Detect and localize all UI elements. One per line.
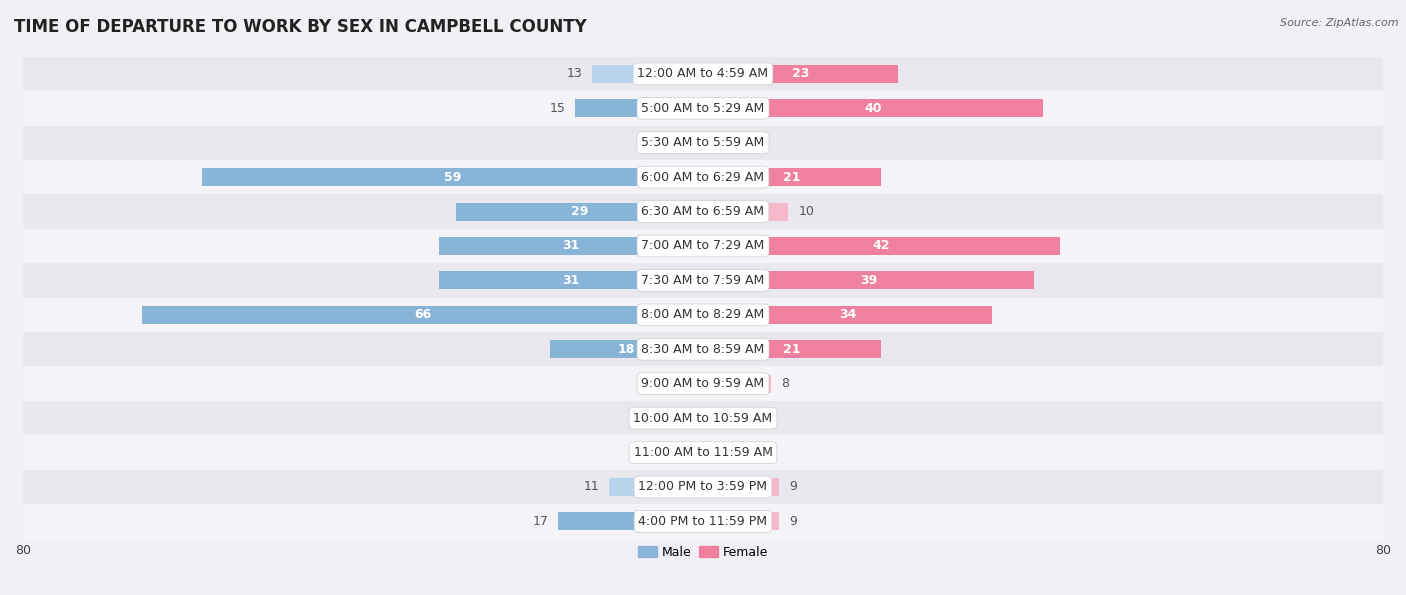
Text: Source: ZipAtlas.com: Source: ZipAtlas.com bbox=[1281, 18, 1399, 28]
Text: 7:30 AM to 7:59 AM: 7:30 AM to 7:59 AM bbox=[641, 274, 765, 287]
Bar bbox=[703, 168, 882, 186]
Bar bbox=[550, 340, 703, 358]
Bar bbox=[22, 332, 1384, 367]
Bar bbox=[22, 263, 1384, 298]
Text: 9: 9 bbox=[790, 481, 797, 493]
Bar bbox=[575, 99, 703, 117]
Text: 10: 10 bbox=[799, 205, 814, 218]
Text: 21: 21 bbox=[783, 343, 801, 356]
Text: 6:00 AM to 6:29 AM: 6:00 AM to 6:29 AM bbox=[641, 171, 765, 184]
Bar bbox=[558, 512, 703, 530]
Bar bbox=[609, 478, 703, 496]
Bar bbox=[669, 375, 703, 393]
Text: 66: 66 bbox=[413, 308, 432, 321]
Bar bbox=[703, 203, 787, 221]
Bar bbox=[440, 271, 703, 289]
Bar bbox=[440, 237, 703, 255]
Text: 15: 15 bbox=[550, 102, 565, 115]
Text: 1: 1 bbox=[721, 446, 730, 459]
Bar bbox=[201, 168, 703, 186]
Text: 11: 11 bbox=[583, 481, 599, 493]
Bar bbox=[703, 134, 737, 152]
Bar bbox=[22, 229, 1384, 263]
Text: 18: 18 bbox=[617, 343, 636, 356]
Legend: Male, Female: Male, Female bbox=[633, 541, 773, 563]
Text: 8:00 AM to 8:29 AM: 8:00 AM to 8:29 AM bbox=[641, 308, 765, 321]
Bar bbox=[669, 409, 703, 427]
Text: 4: 4 bbox=[747, 136, 755, 149]
Bar bbox=[22, 57, 1384, 91]
Text: 1: 1 bbox=[721, 412, 730, 425]
Bar bbox=[703, 375, 770, 393]
Text: 0: 0 bbox=[685, 136, 693, 149]
Text: 8:30 AM to 8:59 AM: 8:30 AM to 8:59 AM bbox=[641, 343, 765, 356]
Bar bbox=[703, 306, 993, 324]
Bar bbox=[703, 65, 898, 83]
Text: 29: 29 bbox=[571, 205, 589, 218]
Text: 8: 8 bbox=[782, 377, 789, 390]
Text: 5:30 AM to 5:59 AM: 5:30 AM to 5:59 AM bbox=[641, 136, 765, 149]
Text: 17: 17 bbox=[533, 515, 548, 528]
Bar bbox=[22, 367, 1384, 401]
Bar bbox=[22, 504, 1384, 538]
Text: 42: 42 bbox=[873, 240, 890, 252]
Text: 39: 39 bbox=[860, 274, 877, 287]
Bar bbox=[22, 470, 1384, 504]
Bar bbox=[22, 126, 1384, 160]
Bar bbox=[703, 237, 1060, 255]
Bar bbox=[703, 512, 779, 530]
Text: 4:00 PM to 11:59 PM: 4:00 PM to 11:59 PM bbox=[638, 515, 768, 528]
Text: 6:30 AM to 6:59 AM: 6:30 AM to 6:59 AM bbox=[641, 205, 765, 218]
Text: 59: 59 bbox=[443, 171, 461, 184]
Text: 4: 4 bbox=[651, 412, 659, 425]
Text: 13: 13 bbox=[567, 67, 582, 80]
Text: 0: 0 bbox=[685, 446, 693, 459]
Text: 12:00 PM to 3:59 PM: 12:00 PM to 3:59 PM bbox=[638, 481, 768, 493]
Bar bbox=[22, 160, 1384, 195]
Bar bbox=[22, 436, 1384, 470]
Text: 9:00 AM to 9:59 AM: 9:00 AM to 9:59 AM bbox=[641, 377, 765, 390]
Bar bbox=[22, 91, 1384, 126]
Text: 4: 4 bbox=[651, 377, 659, 390]
Bar bbox=[142, 306, 703, 324]
Text: 11:00 AM to 11:59 AM: 11:00 AM to 11:59 AM bbox=[634, 446, 772, 459]
Bar bbox=[22, 401, 1384, 436]
Bar bbox=[703, 409, 711, 427]
Bar bbox=[703, 478, 779, 496]
Bar bbox=[22, 195, 1384, 229]
Text: 21: 21 bbox=[783, 171, 801, 184]
Bar bbox=[703, 271, 1035, 289]
Bar bbox=[592, 65, 703, 83]
Text: 40: 40 bbox=[865, 102, 882, 115]
Text: TIME OF DEPARTURE TO WORK BY SEX IN CAMPBELL COUNTY: TIME OF DEPARTURE TO WORK BY SEX IN CAMP… bbox=[14, 18, 586, 36]
Bar bbox=[22, 298, 1384, 332]
Text: 31: 31 bbox=[562, 274, 579, 287]
Text: 12:00 AM to 4:59 AM: 12:00 AM to 4:59 AM bbox=[637, 67, 769, 80]
Text: 7:00 AM to 7:29 AM: 7:00 AM to 7:29 AM bbox=[641, 240, 765, 252]
Text: 9: 9 bbox=[790, 515, 797, 528]
Text: 31: 31 bbox=[562, 240, 579, 252]
Bar bbox=[703, 340, 882, 358]
Text: 34: 34 bbox=[839, 308, 856, 321]
Text: 10:00 AM to 10:59 AM: 10:00 AM to 10:59 AM bbox=[634, 412, 772, 425]
Text: 5:00 AM to 5:29 AM: 5:00 AM to 5:29 AM bbox=[641, 102, 765, 115]
Bar bbox=[703, 444, 711, 462]
Bar bbox=[457, 203, 703, 221]
Text: 23: 23 bbox=[792, 67, 810, 80]
Bar bbox=[703, 99, 1043, 117]
